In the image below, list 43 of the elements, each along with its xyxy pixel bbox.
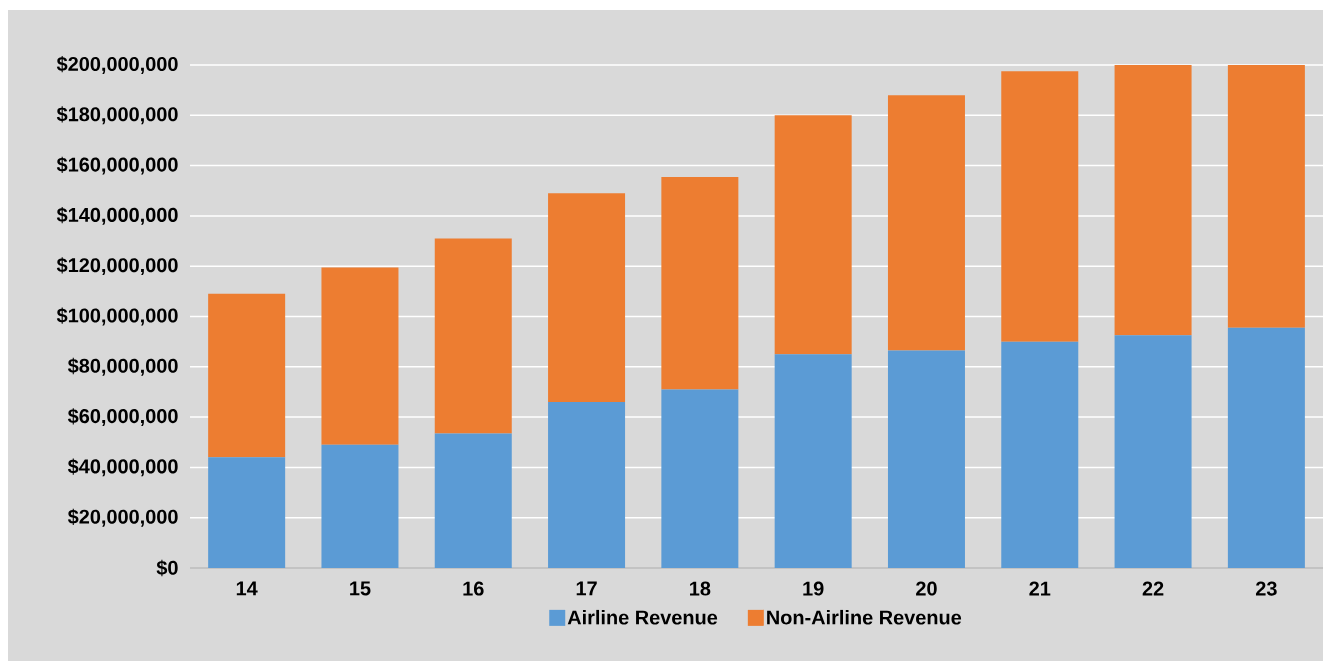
bar xyxy=(1227,64,1305,328)
bar xyxy=(434,238,512,434)
x-tick-label: 23 xyxy=(1255,581,1277,596)
y-tick-label: $120,000,000 xyxy=(56,257,178,276)
bar xyxy=(321,267,399,445)
bar xyxy=(208,293,286,458)
bar xyxy=(1001,341,1079,568)
y-tick-label: $80,000,000 xyxy=(67,357,178,376)
bar xyxy=(887,95,965,351)
bar xyxy=(208,457,286,568)
y-tick-label: $60,000,000 xyxy=(67,408,178,427)
bar xyxy=(548,402,626,568)
x-tick-label: 19 xyxy=(803,581,824,596)
bar xyxy=(1001,71,1079,342)
bar xyxy=(1114,64,1192,336)
y-tick-label: $160,000,000 xyxy=(56,156,178,175)
bar xyxy=(774,115,852,355)
y-tick-label: $180,000,000 xyxy=(56,106,178,125)
x-tick-label: 15 xyxy=(350,581,371,596)
bar xyxy=(321,444,399,568)
legend-label: Non-Airline Revenue xyxy=(767,609,962,625)
y-tick-label: $100,000,000 xyxy=(56,307,178,326)
x-tick-label: 18 xyxy=(690,581,711,596)
x-tick-label: 20 xyxy=(916,581,937,596)
legend-label: Airline Revenue xyxy=(567,609,718,625)
bar xyxy=(548,193,626,402)
x-tick-label: 14 xyxy=(236,581,258,596)
y-tick-label: $40,000,000 xyxy=(67,458,178,477)
y-tick-label: $0 xyxy=(156,559,178,577)
bar xyxy=(661,389,739,568)
bar xyxy=(1227,327,1305,568)
y-tick-label: $200,000,000 xyxy=(56,56,178,74)
x-tick-label: 22 xyxy=(1142,581,1164,596)
bar xyxy=(774,354,852,568)
x-tick-label: 16 xyxy=(463,581,484,596)
bar xyxy=(661,176,739,390)
x-tick-label: 17 xyxy=(576,581,597,596)
bar xyxy=(1114,335,1192,568)
y-tick-label: $20,000,000 xyxy=(67,508,178,527)
bar xyxy=(887,350,965,568)
y-tick-label: $140,000,000 xyxy=(56,206,178,225)
bar xyxy=(434,433,512,568)
x-tick-label: 21 xyxy=(1029,581,1051,596)
